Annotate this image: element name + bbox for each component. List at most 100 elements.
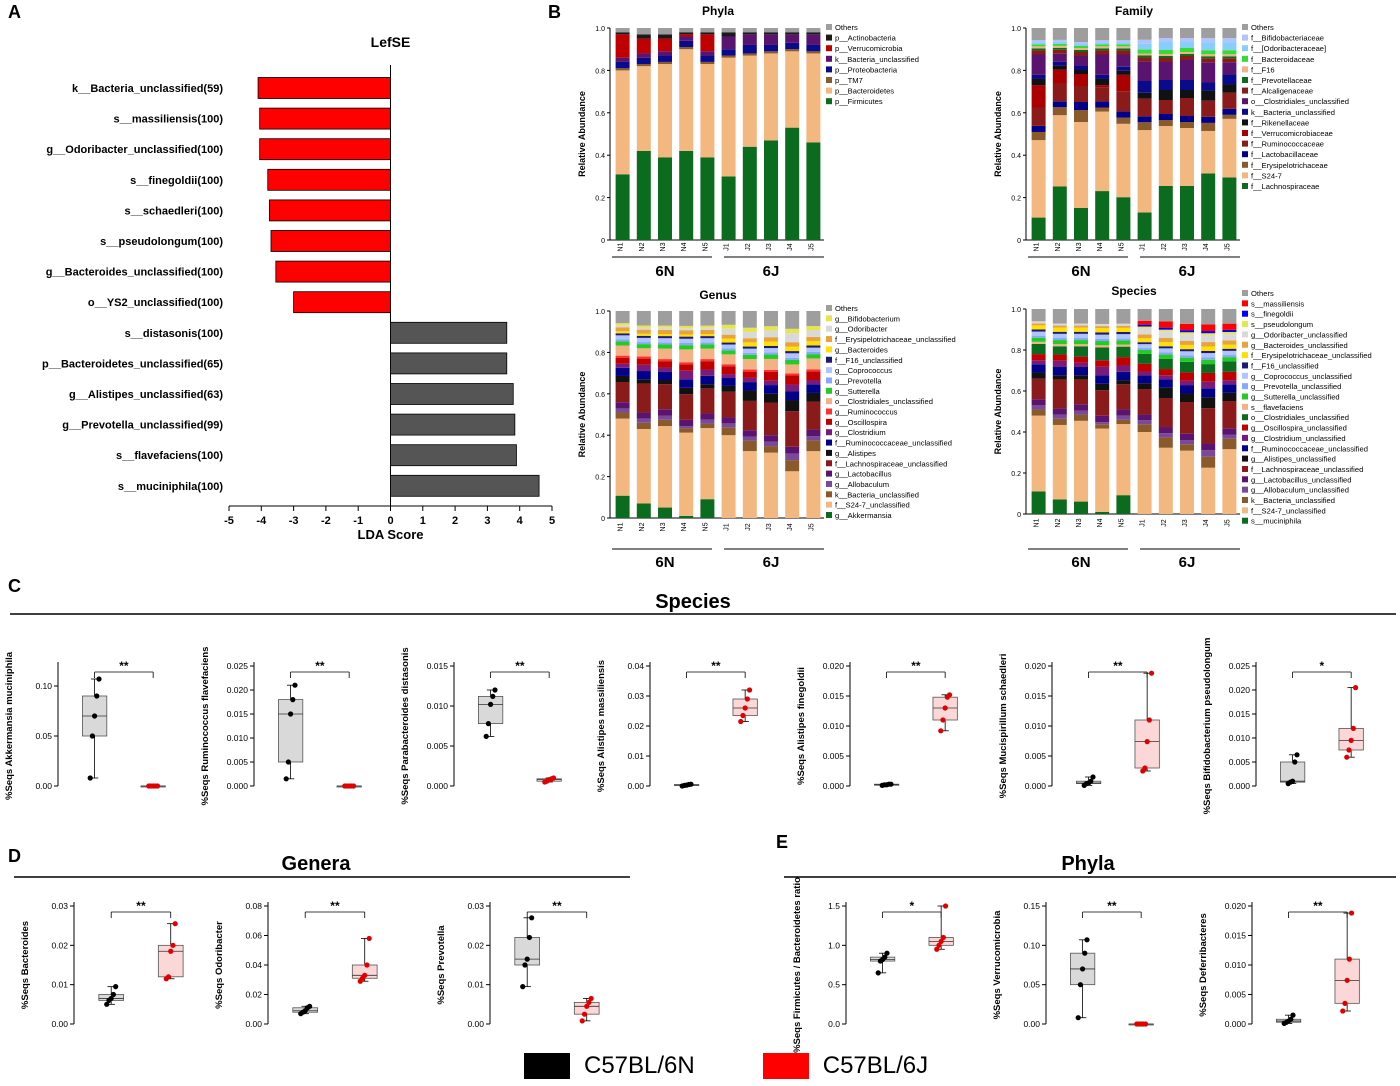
stacked-y-tick-label: 0.4 bbox=[595, 153, 605, 160]
box-y-tick-label: 0.01 bbox=[627, 751, 644, 761]
box-data-point bbox=[942, 705, 948, 711]
stacked-y-tick-label: 0.6 bbox=[595, 392, 605, 399]
box-data-point bbox=[938, 938, 944, 945]
stacked-segment bbox=[700, 344, 715, 349]
stacked-segment bbox=[764, 358, 778, 370]
stacked-legend-swatch bbox=[1242, 45, 1248, 52]
stacked-segment bbox=[721, 328, 736, 335]
stacked-segment bbox=[742, 53, 757, 56]
stacked-segment bbox=[1074, 44, 1088, 46]
stacked-segment bbox=[615, 57, 630, 62]
box-data-point bbox=[1080, 966, 1086, 972]
stacked-segment bbox=[1180, 433, 1194, 441]
stacked-x-tick-label: J5 bbox=[808, 243, 815, 251]
stacked-segment bbox=[1222, 42, 1237, 51]
box-data-point bbox=[940, 717, 946, 723]
stacked-segment bbox=[658, 336, 672, 339]
lefse-bar bbox=[390, 413, 516, 436]
stacked-segment bbox=[806, 330, 821, 337]
stacked-segment bbox=[679, 36, 694, 41]
box-y-label: %Seqs Bacteroides bbox=[20, 921, 31, 1009]
stacked-segment bbox=[658, 426, 672, 508]
stacked-segment bbox=[1031, 409, 1046, 416]
stacked-legend-label: f__Erysipelotrichaceae_unclassified bbox=[1251, 351, 1372, 360]
stacked-segment bbox=[1052, 28, 1067, 40]
stacked-segment bbox=[658, 361, 672, 368]
significance-marker: ** bbox=[515, 659, 525, 673]
stacked-segment bbox=[1180, 450, 1194, 514]
stacked-segment bbox=[764, 311, 778, 327]
lefse-x-tick-label: -1 bbox=[353, 515, 363, 527]
box-y-label: %Seqs Verrucomicrobia bbox=[992, 910, 1003, 1019]
stacked-group-label: 6N bbox=[655, 554, 674, 571]
box-y-tick-label: 0.025 bbox=[1229, 661, 1251, 671]
stacked-segment bbox=[785, 359, 800, 365]
lefse-x-tick-label: 4 bbox=[517, 515, 524, 527]
box-data-point bbox=[586, 999, 592, 1005]
stacked-segment bbox=[1095, 323, 1110, 327]
stacked-segment bbox=[679, 349, 694, 363]
stacked-segment bbox=[785, 51, 800, 128]
box-y-tick-label: 0.005 bbox=[1025, 751, 1047, 761]
stacked-segment bbox=[1095, 334, 1110, 339]
stacked-segment bbox=[1052, 366, 1067, 376]
stacked-segment bbox=[764, 435, 778, 442]
stacked-segment bbox=[1074, 110, 1088, 122]
stacked-segment bbox=[742, 338, 757, 343]
box-y-tick-label: 0.010 bbox=[1225, 960, 1247, 970]
stacked-segment bbox=[764, 330, 778, 338]
box-y-label: %Seqs Ruminococcus flavefaciens bbox=[200, 647, 211, 806]
stacked-segment bbox=[742, 346, 757, 349]
lefse-feature-label: s__muciniphila(100) bbox=[118, 481, 223, 493]
stacked-segment bbox=[721, 427, 736, 436]
stacked-segment bbox=[700, 342, 715, 345]
stacked-segment bbox=[1201, 42, 1216, 51]
stacked-segment bbox=[1052, 354, 1067, 361]
stacked-segment bbox=[615, 367, 630, 376]
stacked-segment bbox=[658, 327, 672, 330]
stacked-x-tick-label: J3 bbox=[1182, 519, 1189, 527]
panel-label-c: C bbox=[8, 576, 21, 596]
stacked-segment bbox=[785, 351, 800, 354]
stacked-y-tick-label: 0.2 bbox=[595, 196, 605, 203]
stacked-y-tick-label: 0 bbox=[601, 516, 605, 523]
stacked-segment bbox=[1074, 50, 1088, 52]
stacked-segment bbox=[700, 336, 715, 339]
stacked-segment bbox=[1074, 410, 1088, 415]
box-data-point bbox=[92, 713, 98, 719]
lefse-bar bbox=[259, 138, 391, 161]
stacked-segment bbox=[1180, 323, 1194, 331]
box-data-point bbox=[1290, 778, 1296, 784]
stacked-segment bbox=[1095, 54, 1110, 75]
box-data-point bbox=[875, 970, 881, 976]
stacked-segment bbox=[742, 342, 757, 347]
stacked-legend-label: Others bbox=[1251, 289, 1274, 298]
stacked-segment bbox=[1158, 56, 1173, 58]
box-y-tick-label: 0.005 bbox=[1225, 990, 1247, 1000]
box-data-point bbox=[524, 956, 530, 962]
stacked-segment bbox=[1116, 357, 1131, 366]
stacked-segment bbox=[806, 311, 821, 327]
stacked-segment bbox=[806, 354, 821, 359]
stacked-legend-label: f__Ruminococcaceae bbox=[1251, 140, 1324, 149]
stacked-segment bbox=[806, 392, 821, 402]
stacked-segment bbox=[615, 341, 630, 346]
stacked-segment bbox=[1074, 56, 1088, 66]
stacked-segment bbox=[1222, 50, 1237, 55]
stacked-segment bbox=[1095, 101, 1110, 108]
stacked-y-tick-label: 0.8 bbox=[1011, 348, 1021, 355]
stacked-segment bbox=[806, 341, 821, 346]
stacked-x-tick-label: J3 bbox=[766, 243, 773, 251]
stacked-segment bbox=[679, 336, 694, 339]
significance-marker: ** bbox=[1113, 659, 1123, 673]
stacked-segment bbox=[1180, 357, 1194, 362]
stacked-segment bbox=[700, 499, 715, 518]
stacked-segment bbox=[700, 413, 715, 420]
stacked-segment bbox=[742, 382, 757, 391]
stacked-segment bbox=[679, 432, 694, 516]
stacked-segment bbox=[1201, 346, 1216, 351]
box-data-point bbox=[483, 733, 489, 740]
stacked-segment bbox=[700, 64, 715, 158]
stacked-legend-label: f__Prevotellaceae bbox=[1251, 76, 1312, 85]
box-data-point bbox=[165, 974, 172, 980]
